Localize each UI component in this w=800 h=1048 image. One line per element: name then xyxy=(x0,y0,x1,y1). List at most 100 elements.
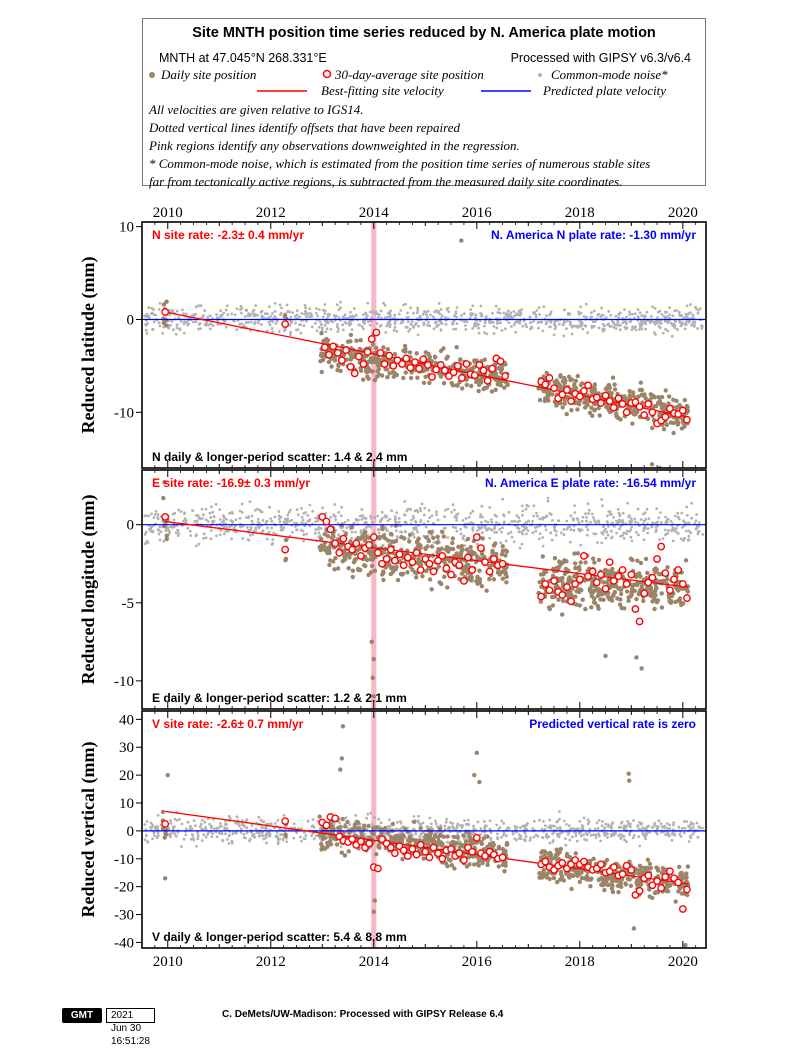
common-mode-point xyxy=(200,304,203,307)
common-mode-point xyxy=(680,512,683,515)
common-mode-point xyxy=(191,833,194,836)
common-mode-point xyxy=(177,534,180,537)
common-mode-point xyxy=(437,519,440,522)
common-mode-point xyxy=(440,329,443,332)
common-mode-point xyxy=(333,503,336,506)
common-mode-point xyxy=(387,825,390,828)
common-mode-point xyxy=(301,516,304,519)
common-mode-point xyxy=(367,320,370,323)
common-mode-point xyxy=(569,827,572,830)
daily-point xyxy=(477,569,481,573)
common-mode-point xyxy=(309,312,312,315)
common-mode-point xyxy=(304,307,307,310)
common-mode-point xyxy=(655,529,658,532)
common-mode-point xyxy=(465,823,468,826)
common-mode-point xyxy=(276,819,279,822)
daily-point xyxy=(575,407,579,411)
avg-point xyxy=(675,567,681,573)
daily-point xyxy=(487,577,491,581)
common-mode-point xyxy=(249,534,252,537)
common-mode-point xyxy=(426,316,429,319)
common-mode-point xyxy=(430,822,433,825)
common-mode-point xyxy=(472,526,475,529)
common-mode-point xyxy=(395,828,398,831)
common-mode-point xyxy=(193,520,196,523)
common-mode-point xyxy=(257,521,260,524)
daily-point xyxy=(583,560,587,564)
avg-point xyxy=(377,350,383,356)
common-mode-point xyxy=(642,826,645,829)
daily-point xyxy=(370,549,374,553)
common-mode-point xyxy=(434,819,437,822)
common-mode-point xyxy=(344,521,347,524)
common-mode-point xyxy=(204,323,207,326)
common-mode-point xyxy=(620,520,623,523)
common-mode-point xyxy=(681,827,684,830)
common-mode-point xyxy=(534,530,537,533)
common-mode-point xyxy=(603,827,606,830)
common-mode-point xyxy=(261,834,264,837)
common-mode-point xyxy=(433,328,436,331)
x-tick-label-top: 2020 xyxy=(668,205,698,221)
common-mode-point xyxy=(144,542,147,545)
common-mode-point xyxy=(428,516,431,519)
common-mode-point xyxy=(317,519,320,522)
common-mode-point xyxy=(518,320,521,323)
common-mode-point xyxy=(254,321,257,324)
common-mode-point xyxy=(145,531,148,534)
common-mode-point xyxy=(191,509,194,512)
common-mode-point xyxy=(410,323,413,326)
avg-point xyxy=(282,546,288,552)
common-mode-point xyxy=(157,528,160,531)
common-mode-point xyxy=(254,509,257,512)
common-mode-point xyxy=(637,508,640,511)
daily-point xyxy=(394,539,398,543)
common-mode-point xyxy=(643,538,646,541)
daily-point xyxy=(435,540,439,544)
common-mode-point xyxy=(340,514,343,517)
common-mode-point xyxy=(551,832,554,835)
common-mode-point xyxy=(471,327,474,330)
common-mode-point xyxy=(413,815,416,818)
common-mode-point xyxy=(455,826,458,829)
common-mode-point xyxy=(545,314,548,317)
daily-point xyxy=(677,598,681,602)
common-mode-point xyxy=(465,328,468,331)
common-mode-point xyxy=(536,309,539,312)
common-mode-point xyxy=(557,520,560,523)
common-mode-point xyxy=(244,315,247,318)
common-mode-point xyxy=(183,512,186,515)
common-mode-point xyxy=(631,540,634,543)
daily-point xyxy=(426,352,430,356)
common-mode-point xyxy=(441,314,444,317)
daily-point xyxy=(446,355,450,359)
common-mode-point xyxy=(260,819,263,822)
common-mode-point xyxy=(176,529,179,532)
common-mode-point xyxy=(444,509,447,512)
common-mode-point xyxy=(579,544,582,547)
common-mode-point xyxy=(307,820,310,823)
common-mode-point xyxy=(280,312,283,315)
daily-point xyxy=(371,676,375,680)
common-mode-point xyxy=(235,518,238,521)
common-mode-point xyxy=(602,314,605,317)
common-mode-point xyxy=(171,309,174,312)
common-mode-point xyxy=(270,520,273,523)
common-mode-point xyxy=(565,520,568,523)
common-mode-point xyxy=(508,321,511,324)
daily-point xyxy=(562,376,566,380)
daily-point xyxy=(440,530,444,534)
common-mode-point xyxy=(366,813,369,816)
common-mode-point xyxy=(435,822,438,825)
common-mode-point xyxy=(260,510,263,513)
common-mode-point xyxy=(676,512,679,515)
common-mode-point xyxy=(217,827,220,830)
common-mode-point xyxy=(176,310,179,313)
common-mode-point xyxy=(300,332,303,335)
daily-point xyxy=(589,591,593,595)
daily-point xyxy=(394,565,398,569)
common-mode-point xyxy=(302,519,305,522)
common-mode-point xyxy=(652,321,655,324)
common-mode-point xyxy=(229,817,232,820)
common-mode-point xyxy=(377,818,380,821)
